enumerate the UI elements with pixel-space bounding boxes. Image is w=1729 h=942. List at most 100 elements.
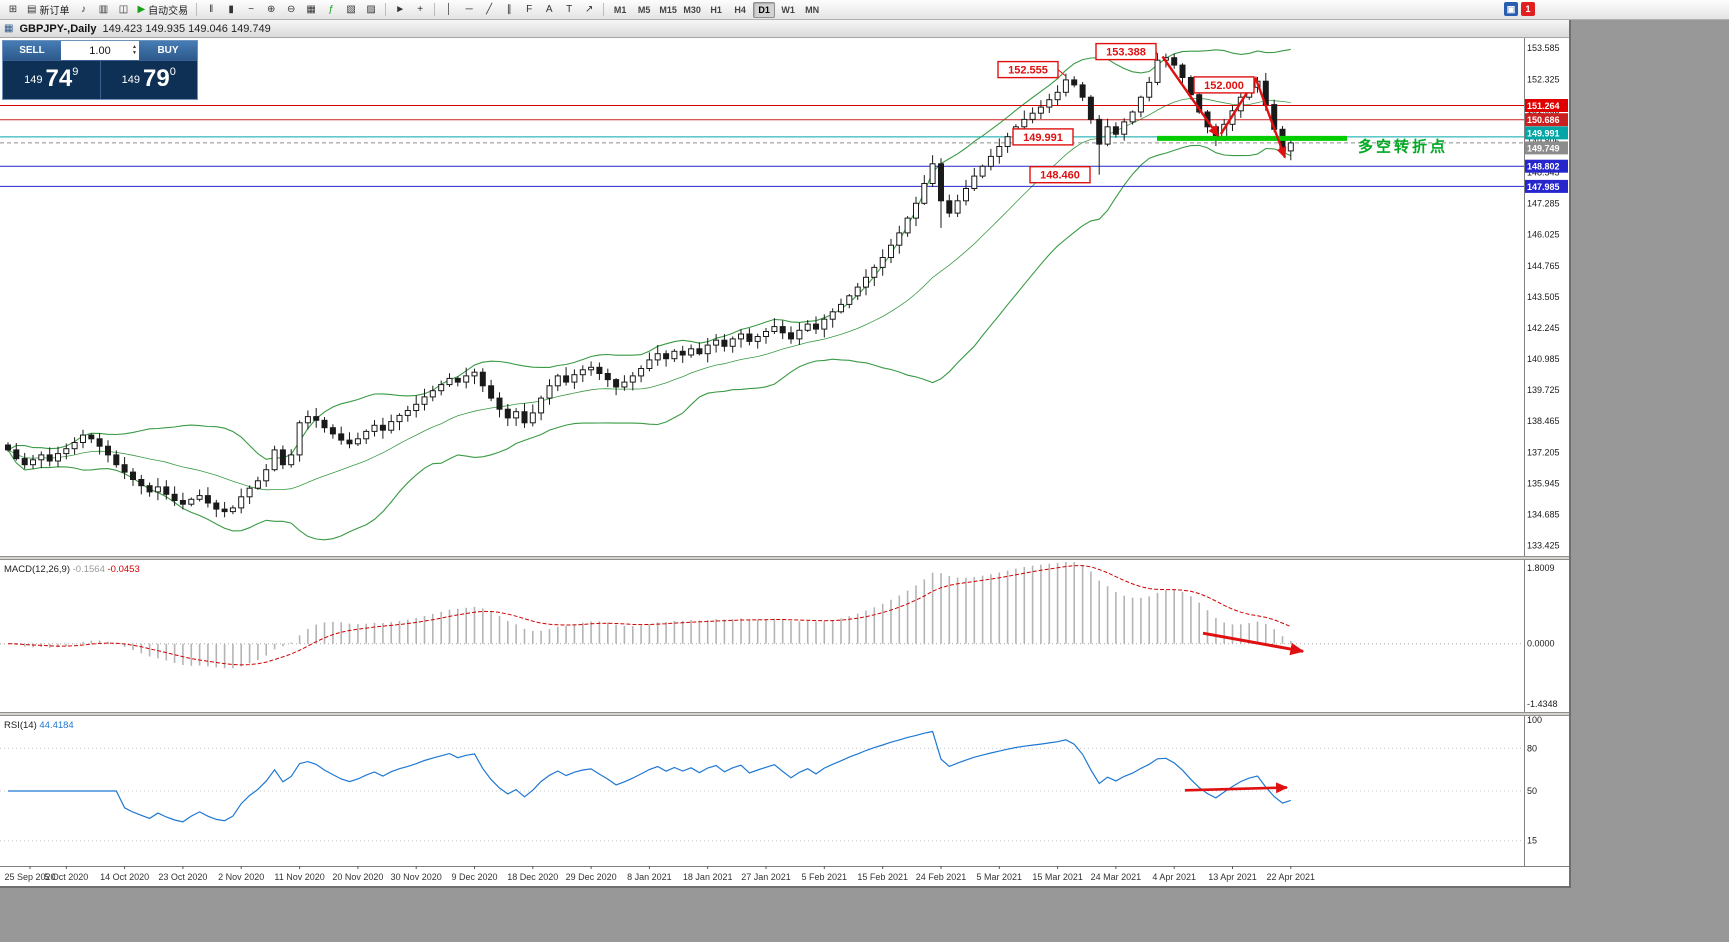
alerts-button[interactable]: ♪ xyxy=(74,2,92,18)
timeframe-button-H1[interactable]: H1 xyxy=(710,4,722,15)
rsi-panel: 100 80 50 15 RSI(14) 44.4184 xyxy=(0,716,1569,866)
chinese-note-text[interactable]: 多空转折点 xyxy=(1358,138,1448,156)
zoom-out-button[interactable]: ⊖ xyxy=(282,2,300,18)
svg-text:153.388: 153.388 xyxy=(1106,47,1146,59)
price-tag-149.991: 149.991 xyxy=(1525,126,1568,140)
timeframe-button-M30[interactable]: M30 xyxy=(683,4,701,15)
volume-up-icon[interactable]: ▲ xyxy=(132,44,137,50)
svg-text:140.985: 140.985 xyxy=(1527,354,1560,364)
price-tag-149.749: 149.749 xyxy=(1525,141,1568,155)
macd-annotation-arrow[interactable] xyxy=(1202,631,1305,656)
crosshair-button[interactable]: + xyxy=(411,2,429,18)
templates-button[interactable]: ▨ xyxy=(362,2,380,18)
channel-icon: ∥ xyxy=(506,4,512,15)
main-chart-panel: 153.388 152.555 152.000 149.991 148.460 多空转折点… xyxy=(0,38,1569,556)
macd-panel: 1.8009 0.0000 -1.4348 MACD(12,26,9) -0.1564… xyxy=(0,560,1569,712)
candlestick-icon: ▮ xyxy=(228,4,234,15)
svg-text:24 Feb 2021: 24 Feb 2021 xyxy=(916,872,967,882)
arrows-button[interactable]: ↗ xyxy=(580,2,598,18)
ask-big-digits: 79 xyxy=(143,65,170,92)
one-click-trading-panel: SELL 1.00 ▲ ▼ BUY 149 74 9 xyxy=(2,40,198,100)
bar-chart-button[interactable]: ‖ xyxy=(202,2,220,18)
price-axis[interactable]: 153.585152.325151.065149.805148.545147.2… xyxy=(1524,38,1569,556)
svg-text:9 Dec 2020: 9 Dec 2020 xyxy=(451,872,497,882)
volume-down-icon[interactable]: ▼ xyxy=(132,50,137,56)
timeframe-button-M1[interactable]: M1 xyxy=(613,4,627,15)
volume-stepper[interactable]: 1.00 ▲ ▼ xyxy=(61,41,139,60)
vertical-line-icon: │ xyxy=(446,4,453,15)
bar-chart-icon: ‖ xyxy=(209,4,214,15)
cursor-button[interactable]: ► xyxy=(391,2,409,18)
text-button[interactable]: A xyxy=(540,2,558,18)
svg-text:134.685: 134.685 xyxy=(1527,509,1560,519)
vertical-line-button[interactable]: │ xyxy=(440,2,458,18)
zoom-in-button[interactable]: ⊕ xyxy=(262,2,280,18)
volume-value[interactable]: 1.00 xyxy=(89,44,111,57)
svg-text:5 Feb 2021: 5 Feb 2021 xyxy=(802,872,848,882)
tile-windows-button[interactable]: ▦ xyxy=(302,2,320,18)
horizontal-line-button[interactable]: ─ xyxy=(460,2,478,18)
channel-button[interactable]: ∥ xyxy=(500,2,518,18)
new-chart-icon: ⊞ xyxy=(8,4,18,15)
chart-background xyxy=(0,38,1569,556)
buy-button[interactable]: BUY xyxy=(139,41,197,60)
price-tag-147.985: 147.985 xyxy=(1525,179,1568,193)
periods-button[interactable]: ▧ xyxy=(342,2,360,18)
market-watch-button[interactable]: ▥ xyxy=(94,2,112,18)
timeframe-button-D1[interactable]: D1 xyxy=(753,1,776,18)
indicators-icon: ƒ xyxy=(328,4,334,15)
chart-icon: ▦ xyxy=(4,23,14,34)
bid-prefix: 149 xyxy=(24,74,43,86)
svg-text:15 Feb 2021: 15 Feb 2021 xyxy=(857,872,908,882)
price-tag-150.686: 150.686 xyxy=(1525,113,1568,127)
svg-text:8 Jan 2021: 8 Jan 2021 xyxy=(627,872,672,882)
timeframe-button-M15[interactable]: M15 xyxy=(659,4,677,15)
panel-separator-2[interactable] xyxy=(0,712,1569,716)
svg-text:30 Nov 2020: 30 Nov 2020 xyxy=(391,872,442,882)
timeframe-button-W1[interactable]: W1 xyxy=(781,4,795,15)
sell-button[interactable]: SELL xyxy=(3,41,61,60)
arrows-icon: ↗ xyxy=(584,4,594,15)
timeframe-button-H4[interactable]: H4 xyxy=(734,4,746,15)
horizontal-level-lines[interactable] xyxy=(0,105,1524,187)
ask-price[interactable]: 149 79 0 xyxy=(99,61,198,99)
notifications-badge[interactable]: 1 xyxy=(1521,2,1535,16)
new-order-button[interactable]: ▤ 新订单 xyxy=(24,2,72,18)
toolbar-separator xyxy=(385,3,387,16)
auto-trading-button[interactable]: ▶ 自动交易 xyxy=(134,2,191,18)
label-button[interactable]: T xyxy=(560,2,578,18)
fibonacci-icon: F xyxy=(526,4,533,15)
candlestick-button[interactable]: ▮ xyxy=(222,2,240,18)
windows-button[interactable]: ▣ xyxy=(1504,2,1518,16)
rsi-annotation-arrow[interactable] xyxy=(1184,782,1289,794)
bid-big-digits: 74 xyxy=(45,65,73,92)
bid-price[interactable]: 149 74 9 xyxy=(3,61,100,99)
trendline-icon: ╱ xyxy=(486,4,493,15)
chart-symbol-period: GBPJPY-,Daily xyxy=(19,22,97,35)
svg-text:4 Apr 2021: 4 Apr 2021 xyxy=(1152,872,1196,882)
price-label-boxes[interactable]: 153.388 152.555 152.000 149.991 148.460 xyxy=(997,42,1255,184)
new-order-button-label: 新订单 xyxy=(39,6,70,17)
auto-trading-icon: ▶ xyxy=(137,4,146,15)
svg-text:22 Apr 2021: 22 Apr 2021 xyxy=(1267,872,1316,882)
new-chart-button[interactable]: ⊞ xyxy=(4,2,22,18)
macd-signal-line xyxy=(7,565,1291,666)
line-chart-button[interactable]: ~ xyxy=(242,2,260,18)
data-window-button[interactable]: ◫ xyxy=(114,2,132,18)
svg-text:25 Sep 2020: 25 Sep 2020 xyxy=(4,872,55,882)
cursor-icon: ► xyxy=(395,4,406,15)
bid-pip-digit: 9 xyxy=(72,66,79,78)
timeframe-button-MN[interactable]: MN xyxy=(805,4,820,15)
annotation-arrows[interactable] xyxy=(1161,55,1287,159)
svg-text:2 Nov 2020: 2 Nov 2020 xyxy=(218,872,264,882)
timeframe-button-M5[interactable]: M5 xyxy=(637,4,651,15)
trendline-button[interactable]: ╱ xyxy=(480,2,498,18)
bollinger-bands xyxy=(7,48,1292,541)
price-tag-151.264: 151.264 xyxy=(1525,99,1568,112)
indicators-button[interactable]: ƒ xyxy=(322,2,340,18)
panel-separator-1[interactable] xyxy=(0,556,1569,560)
rsi-line xyxy=(8,730,1291,823)
chart-title-bar: ▦ GBPJPY-,Daily 149.423 149.935 149.046 … xyxy=(0,20,1569,38)
fibonacci-button[interactable]: F xyxy=(520,2,538,18)
